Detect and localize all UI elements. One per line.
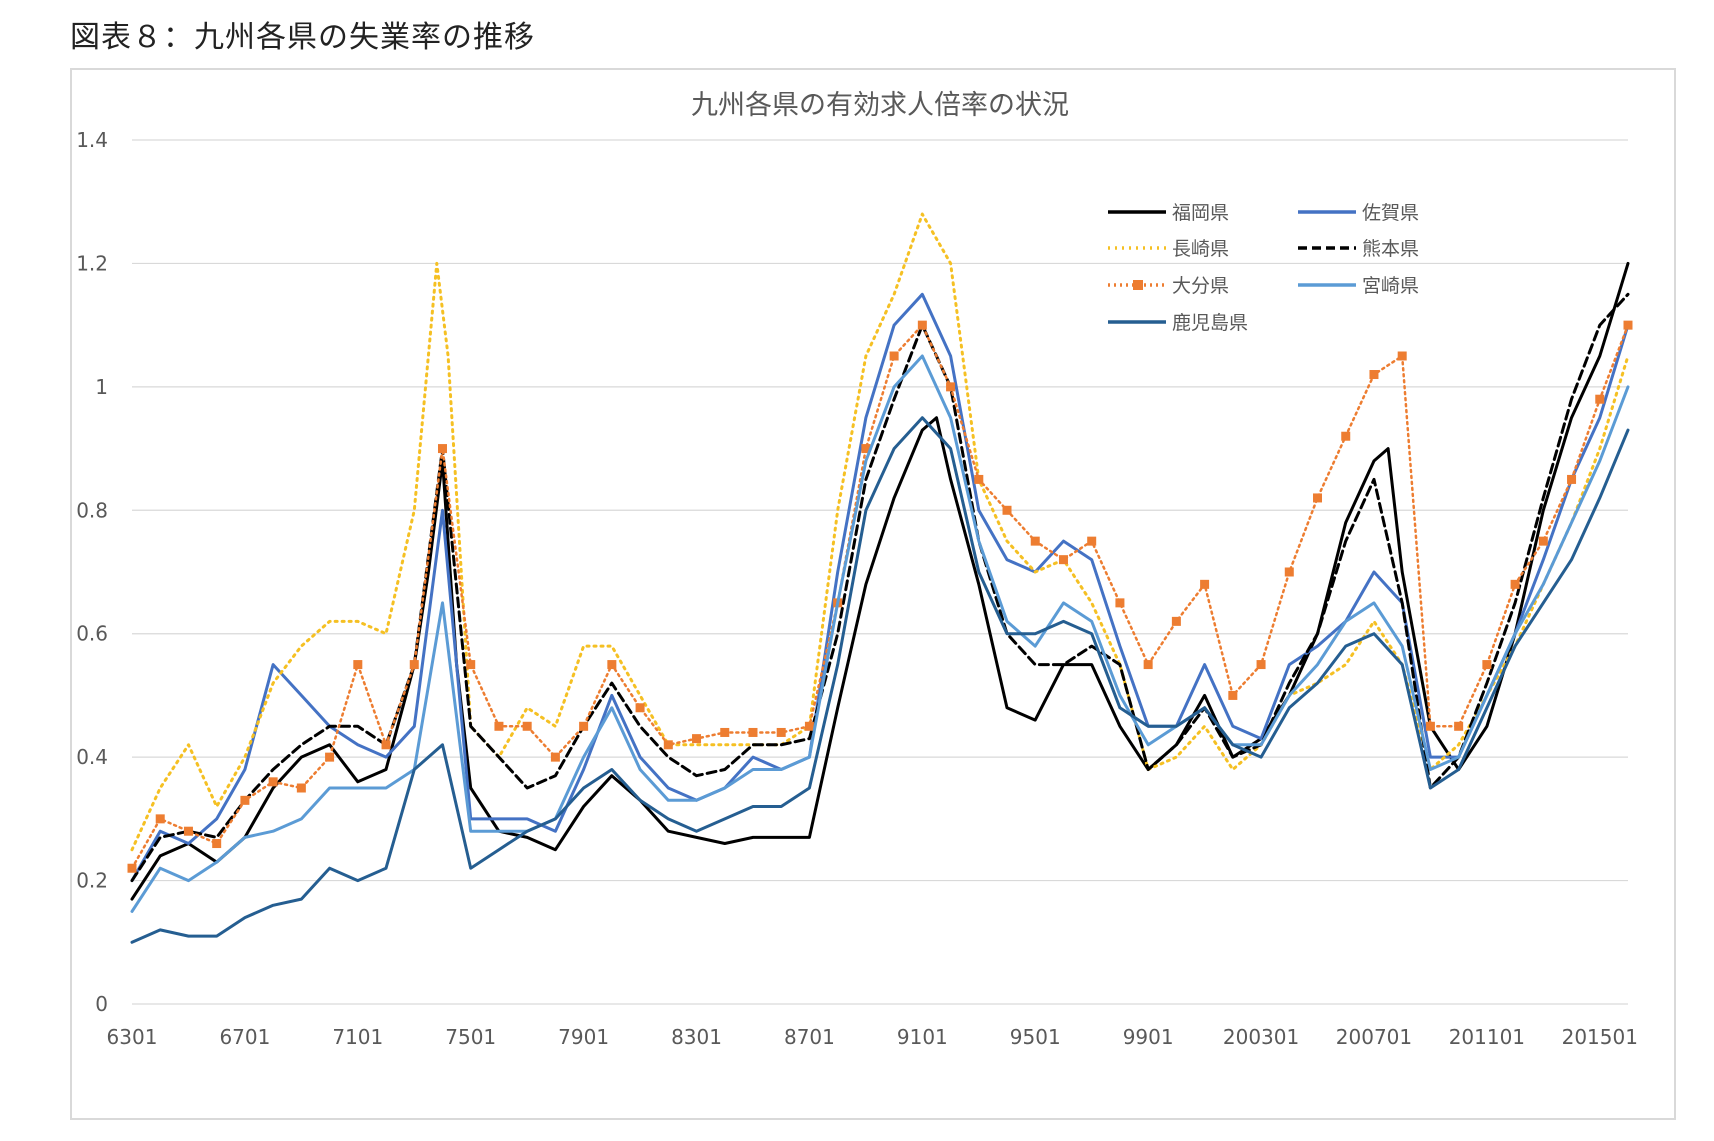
series-line-2 xyxy=(130,212,1630,852)
series-marker xyxy=(917,320,927,330)
series-marker xyxy=(1482,660,1492,670)
series-marker xyxy=(1567,474,1577,484)
series-line-6 xyxy=(130,416,1630,944)
x-tick-label: 7501 xyxy=(445,1025,496,1049)
x-tick-label: 200701 xyxy=(1336,1025,1412,1049)
series-marker xyxy=(1397,351,1407,361)
series-marker xyxy=(1030,536,1040,546)
series-marker xyxy=(1510,579,1520,589)
series-marker xyxy=(748,727,758,737)
series-marker xyxy=(381,740,391,750)
x-tick-label: 9901 xyxy=(1123,1025,1174,1049)
y-tick-label: 1.4 xyxy=(76,128,108,152)
series-marker xyxy=(1200,579,1210,589)
legend-label: 福岡県 xyxy=(1172,202,1229,224)
legend-label: 鹿児島県 xyxy=(1172,312,1248,334)
series-marker xyxy=(409,660,419,670)
series-marker xyxy=(1143,660,1153,670)
x-tick-label: 7101 xyxy=(332,1025,383,1049)
series-marker xyxy=(1341,431,1351,441)
series-marker xyxy=(522,721,532,731)
x-tick-label: 9501 xyxy=(1010,1025,1061,1049)
x-tick-label: 6701 xyxy=(219,1025,270,1049)
series-marker xyxy=(1228,690,1238,700)
x-tick-label: 7901 xyxy=(558,1025,609,1049)
series-marker xyxy=(353,660,363,670)
series-marker xyxy=(1087,536,1097,546)
series-marker xyxy=(1002,505,1012,515)
series-marker xyxy=(466,660,476,670)
legend-label: 大分県 xyxy=(1172,275,1229,297)
series-line-5 xyxy=(130,354,1630,913)
series-marker xyxy=(1171,616,1181,626)
x-tick-label: 201501 xyxy=(1562,1025,1638,1049)
series-marker xyxy=(1115,598,1125,608)
series-line-0 xyxy=(130,261,1630,901)
x-tick-label: 9101 xyxy=(897,1025,948,1049)
series-marker xyxy=(155,814,165,824)
series-marker xyxy=(212,839,222,849)
x-tick-label: 8301 xyxy=(671,1025,722,1049)
series-marker xyxy=(635,703,645,713)
legend-label: 佐賀県 xyxy=(1362,202,1419,224)
series-marker xyxy=(1623,320,1633,330)
y-tick-label: 0.6 xyxy=(76,622,108,646)
y-tick-label: 0.2 xyxy=(76,869,108,893)
y-tick-label: 1 xyxy=(95,375,108,399)
series-marker xyxy=(550,752,560,762)
series-marker xyxy=(776,727,786,737)
series-marker xyxy=(1256,660,1266,670)
series-marker xyxy=(296,783,306,793)
series-marker xyxy=(494,721,504,731)
figure-caption: 図表８：九州各県の失業率の推移 xyxy=(70,20,535,55)
series-marker xyxy=(579,721,589,731)
series-marker xyxy=(325,752,335,762)
series-marker xyxy=(240,795,250,805)
chart-title: 九州各県の有効求人倍率の状況 xyxy=(691,90,1069,121)
x-tick-label: 200301 xyxy=(1223,1025,1299,1049)
chart-frame xyxy=(70,68,1676,1120)
series-marker xyxy=(692,734,702,744)
series-marker xyxy=(1454,721,1464,731)
series-marker xyxy=(1058,555,1068,565)
series-line-4 xyxy=(130,323,1630,870)
series-marker xyxy=(663,740,673,750)
series-marker xyxy=(1313,493,1323,503)
series-marker xyxy=(1369,370,1379,380)
series-line-1 xyxy=(130,292,1630,883)
x-tick-label: 201101 xyxy=(1449,1025,1525,1049)
series-marker xyxy=(183,826,193,836)
series-line-3 xyxy=(130,292,1630,883)
series-marker xyxy=(974,474,984,484)
series-marker xyxy=(946,382,956,392)
y-tick-label: 0 xyxy=(95,992,108,1016)
series-marker xyxy=(1538,536,1548,546)
x-tick-label: 6301 xyxy=(107,1025,158,1049)
series-marker xyxy=(607,660,617,670)
series-marker xyxy=(804,721,814,731)
y-tick-label: 0.4 xyxy=(76,745,108,769)
y-tick-label: 1.2 xyxy=(76,251,108,275)
series-marker xyxy=(1595,394,1605,404)
series-marker xyxy=(1425,721,1435,731)
series-marker xyxy=(268,777,278,787)
legend-label: 宮崎県 xyxy=(1362,275,1419,297)
series-marker xyxy=(437,444,447,454)
x-tick-label: 8701 xyxy=(784,1025,835,1049)
series-marker xyxy=(127,863,137,873)
legend-label: 熊本県 xyxy=(1362,238,1419,260)
series-marker xyxy=(889,351,899,361)
legend-label: 長崎県 xyxy=(1172,238,1229,260)
series-marker xyxy=(720,727,730,737)
y-tick-label: 0.8 xyxy=(76,498,108,522)
series-marker xyxy=(1284,567,1294,577)
legend-marker xyxy=(1133,280,1143,290)
series-marker xyxy=(861,444,871,454)
